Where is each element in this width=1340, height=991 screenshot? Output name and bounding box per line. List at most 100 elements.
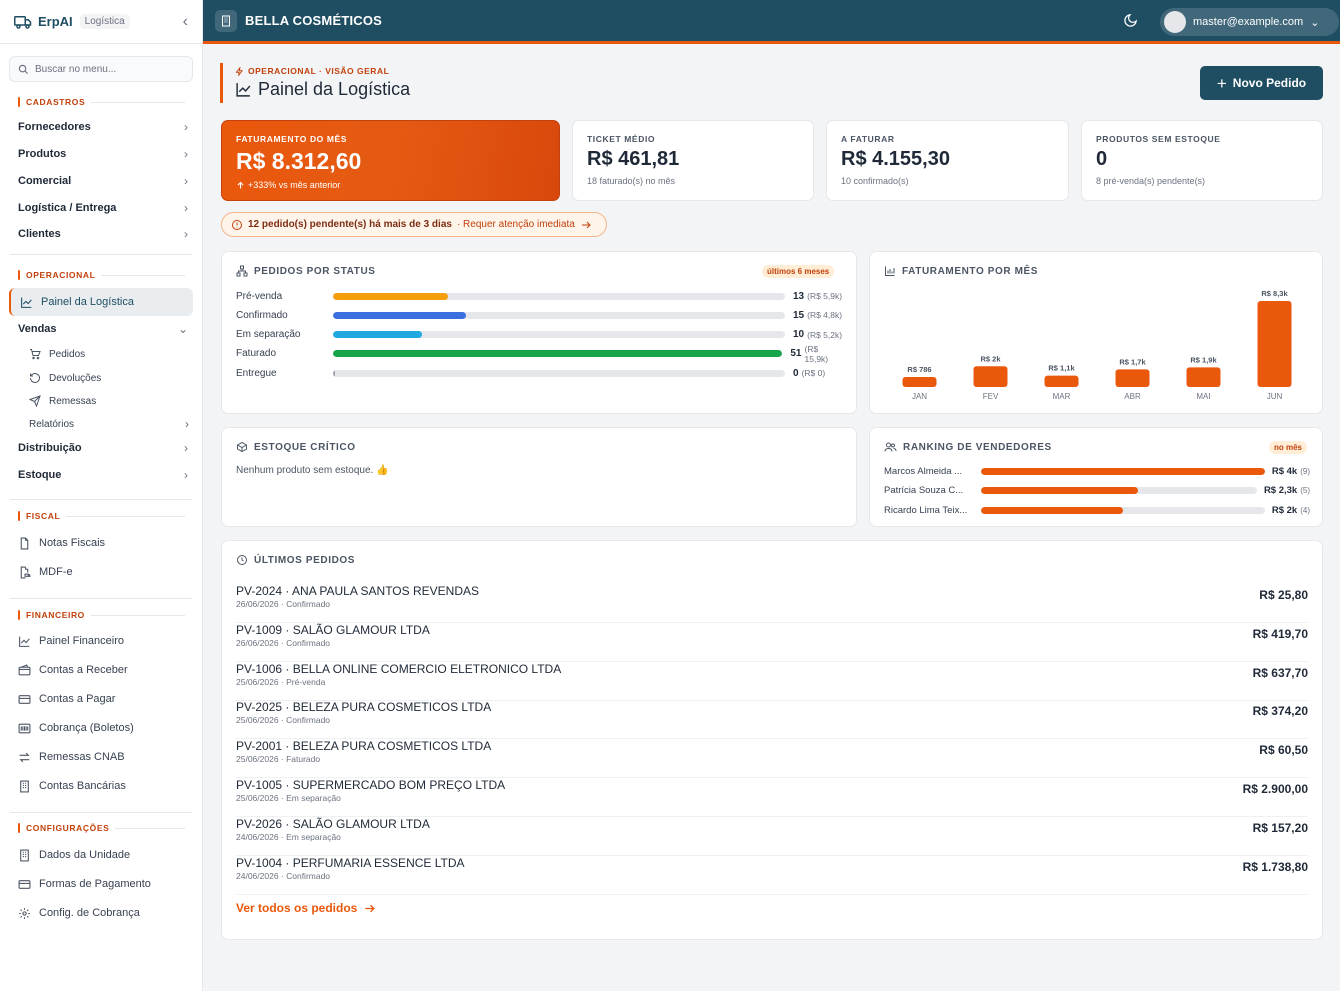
sidebar-divider — [10, 254, 192, 255]
collapse-sidebar-icon[interactable]: ‹ — [182, 12, 188, 30]
sidebar-item-vendas[interactable]: Vendas ⌄ — [18, 322, 188, 336]
order-row[interactable]: PV-2001 · BELEZA PURA COSMETICOS LTDA 25/… — [236, 739, 1308, 779]
bar-jun[interactable] — [1257, 301, 1292, 387]
order-row[interactable]: PV-2024 · ANA PAULA SANTOS REVENDAS 26/06… — [236, 584, 1308, 623]
sidebar-divider — [10, 812, 192, 813]
chevron-right-icon: › — [184, 174, 188, 188]
sidebar-item-remessas-cnab[interactable]: Remessas CNAB — [18, 746, 193, 768]
order-row[interactable]: PV-1005 · SUPERMERCADO BOM PREÇO LTDA 25/… — [236, 778, 1308, 817]
order-row[interactable]: PV-2025 · BELEZA PURA COSMETICOS LTDA 25/… — [236, 700, 1308, 740]
user-menu[interactable]: master@example.com ⌄ — [1160, 8, 1339, 36]
app-logo[interactable]: ErpAI — [14, 14, 73, 30]
sidebar-item-contas-bancarias[interactable]: Contas Bancárias — [18, 775, 193, 797]
chevron-right-icon: › — [184, 468, 188, 482]
chevron-right-icon: › — [184, 227, 188, 241]
status-row: Pré-venda 13 (R$ 5,9k) — [236, 289, 844, 303]
sidebar-subitem-devolucoes[interactable]: Devoluções — [29, 368, 189, 388]
sidebar-item-fornecedores[interactable]: Fornecedores › — [18, 120, 188, 134]
ranking-bar-fill — [981, 467, 1265, 475]
clock-icon — [237, 555, 247, 565]
bar-mai[interactable] — [1186, 367, 1221, 387]
order-title: PV-1004 · PERFUMARIA ESSENCE LTDA — [236, 855, 465, 870]
sidebar-item-notas-fiscais[interactable]: Notas Fiscais — [18, 532, 193, 554]
pending-orders-alert[interactable]: 12 pedido(s) pendente(s) há mais de 3 di… — [221, 212, 607, 237]
sidebar-item-painel-logistica[interactable]: Painel da Logística — [9, 288, 193, 316]
sidebar-item-logistica-entrega[interactable]: Logística / Entrega › — [18, 201, 188, 215]
order-amount: R$ 419,70 — [1252, 626, 1308, 641]
stock-card: ESTOQUE CRÍTICO Nenhum produto sem estoq… — [221, 427, 857, 527]
sidebar: ErpAI Logística ‹ Buscar no menu... CADA… — [0, 0, 203, 991]
bar-value-label: R$ 1,9k — [1190, 355, 1217, 364]
arrows-exchange-icon — [19, 752, 30, 762]
sidebar-item-clientes[interactable]: Clientes › — [18, 227, 188, 241]
building-icon — [20, 780, 29, 792]
order-meta: 25/06/2026 · Em separação — [236, 793, 341, 803]
sidebar-item-dados-unidade[interactable]: Dados da Unidade — [18, 844, 193, 866]
box-icon — [237, 441, 247, 453]
search-icon — [18, 64, 29, 74]
bar-jan[interactable] — [902, 377, 937, 387]
bar-abr[interactable] — [1115, 369, 1150, 387]
order-amount: R$ 25,80 — [1259, 588, 1308, 602]
section-configuracoes: CONFIGURAÇÕES — [18, 823, 185, 833]
alert-action: · Requer atenção imediata — [456, 219, 575, 230]
bar-fev[interactable] — [973, 366, 1008, 387]
kpi-sub: 18 faturado(s) no mês — [587, 176, 676, 186]
cart-icon — [30, 349, 41, 360]
kpi-ticket-medio: TICKET MÉDIO R$ 461,81 18 faturado(s) no… — [572, 120, 814, 201]
order-meta: 26/06/2026 · Confirmado — [236, 599, 331, 609]
order-row[interactable]: PV-1009 · SALÃO GLAMOUR LTDA 26/06/2026 ·… — [236, 623, 1308, 662]
sidebar-item-config-cobranca[interactable]: Config. de Cobrança — [18, 902, 193, 924]
arrow-right-icon — [365, 904, 376, 912]
sidebar-item-distribuicao[interactable]: Distribuição › — [18, 441, 188, 455]
order-title: PV-1006 · BELLA ONLINE COMERCIO ELETRONI… — [236, 661, 562, 676]
alert-circle-icon — [232, 219, 242, 230]
plus-icon: + — [1216, 73, 1227, 93]
see-all-orders-link[interactable]: Ver todos os pedidos — [236, 901, 376, 915]
status-bar-fill — [333, 311, 466, 319]
order-row[interactable]: PV-1004 · PERFUMARIA ESSENCE LTDA 24/06/2… — [236, 856, 1308, 895]
status-label: Confirmado — [236, 309, 288, 321]
kpi-label: FATURAMENTO DO MÊS — [236, 134, 348, 144]
kpi-sub: 10 confirmado(s) — [841, 176, 909, 186]
seller-amount: R$ 2k — [1271, 504, 1298, 516]
kpi-value: R$ 8.312,60 — [236, 148, 362, 174]
new-order-button[interactable]: + Novo Pedido — [1200, 66, 1323, 100]
card-title: ESTOQUE CRÍTICO — [236, 441, 356, 453]
card-title: ÚLTIMOS PEDIDOS — [236, 554, 355, 566]
ranking-bar-fill — [981, 506, 1123, 514]
bar-mar[interactable] — [1044, 375, 1079, 387]
status-bar-track — [333, 331, 785, 339]
seller-count: (4) — [1300, 505, 1310, 515]
status-amount: (R$ 4,8k) — [807, 310, 843, 321]
dark-mode-toggle[interactable] — [1123, 13, 1138, 28]
sidebar-item-comercial[interactable]: Comercial › — [18, 174, 188, 188]
sidebar-item-formas-pagamento[interactable]: Formas de Pagamento — [18, 873, 193, 895]
revenue-chart-card: FATURAMENTO POR MÊS R$ 786 JAN R$ 2k FEV R$ … — [869, 251, 1323, 414]
order-meta: 25/06/2026 · Confirmado — [236, 715, 331, 726]
order-row[interactable]: PV-1006 · BELLA ONLINE COMERCIO ELETRONI… — [236, 662, 1308, 701]
sidebar-subitem-remessas[interactable]: Remessas — [29, 391, 189, 411]
kpi-produtos-sem-estoque: PRODUTOS SEM ESTOQUE 0 8 pré-venda(s) pe… — [1081, 120, 1323, 201]
sidebar-subitem-pedidos[interactable]: Pedidos — [29, 344, 189, 364]
menu-search-input[interactable]: Buscar no menu... — [9, 56, 193, 82]
card-title: FATURAMENTO POR MÊS — [884, 265, 1038, 277]
sidebar-item-contas-receber[interactable]: Contas a Receber — [18, 659, 193, 681]
sidebar-item-cobranca-boletos[interactable]: Cobrança (Boletos) — [18, 717, 193, 739]
order-title: PV-2024 · ANA PAULA SANTOS REVENDAS — [236, 584, 479, 598]
ranking-bar-track — [981, 506, 1265, 514]
sidebar-item-produtos[interactable]: Produtos › — [18, 147, 188, 161]
status-label: Pré-venda — [236, 290, 283, 302]
section-cadastros: CADASTROS — [18, 97, 185, 107]
sidebar-item-mdfe[interactable]: MDF-e — [18, 561, 193, 583]
chevron-right-icon: › — [184, 201, 188, 215]
sidebar-subitem-relatorios[interactable]: Relatórios › — [29, 417, 189, 431]
bar-category-label: JAN — [912, 392, 927, 401]
sidebar-item-painel-financeiro[interactable]: Painel Financeiro — [18, 630, 193, 652]
status-label: Entregue — [236, 367, 277, 379]
order-row[interactable]: PV-2026 · SALÃO GLAMOUR LTDA 24/06/2026 ·… — [236, 817, 1308, 856]
sidebar-item-contas-pagar[interactable]: Contas a Pagar — [18, 688, 193, 710]
status-bar-track — [332, 350, 783, 358]
bar-category-label: MAR — [1053, 392, 1071, 401]
sidebar-item-estoque[interactable]: Estoque › — [18, 468, 188, 482]
